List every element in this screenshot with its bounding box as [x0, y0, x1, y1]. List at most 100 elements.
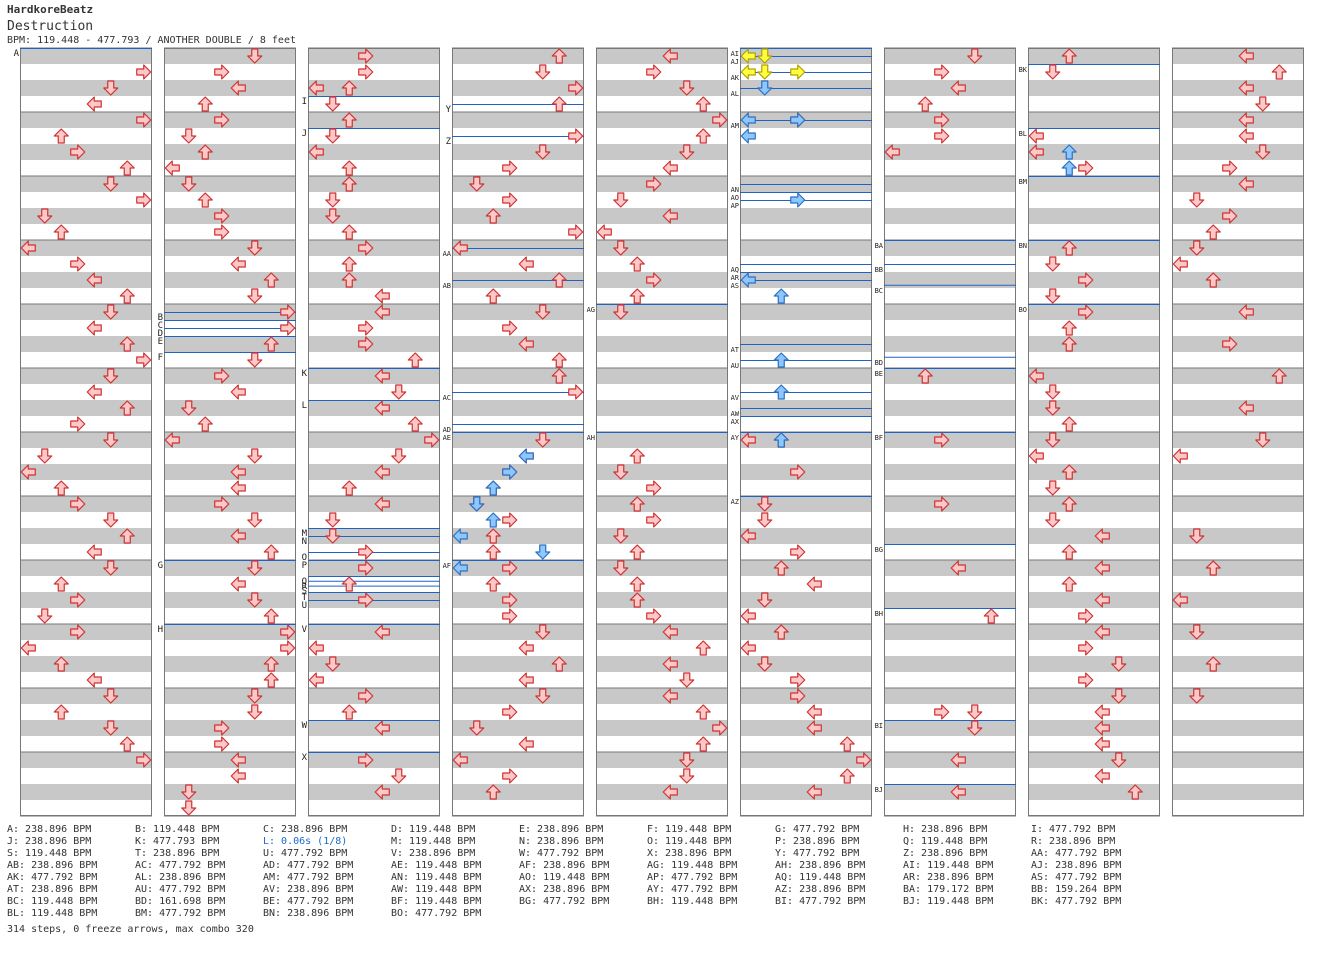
step-arrow	[1078, 608, 1094, 624]
beat-band	[308, 496, 440, 512]
bpm-legend-entry: BN: 238.896 BPM	[263, 908, 354, 919]
step-arrow	[518, 336, 534, 352]
bpm-marker-label: AP	[731, 202, 739, 210]
step-arrow	[358, 544, 374, 560]
beat-band	[1028, 752, 1160, 768]
step-arrow	[424, 432, 440, 448]
step-arrow	[181, 128, 197, 144]
step-arrow	[629, 592, 645, 608]
step-arrow	[70, 416, 86, 432]
bpm-marker-label: T	[302, 593, 308, 603]
step-arrow	[136, 752, 152, 768]
bpm-marker-label: Y	[446, 105, 452, 115]
step-arrow	[119, 528, 135, 544]
beat-band	[452, 48, 584, 64]
step-arrow	[341, 704, 357, 720]
step-arrow	[37, 608, 53, 624]
beat-band	[596, 688, 728, 704]
beat-band	[308, 464, 440, 480]
step-arrow	[790, 464, 806, 480]
step-arrow	[325, 656, 341, 672]
beat-band	[596, 464, 728, 480]
beat-band	[596, 80, 728, 96]
bpm-marker-label: AI	[731, 50, 739, 58]
beat-band	[452, 784, 584, 800]
step-arrow	[103, 80, 119, 96]
step-arrow	[695, 96, 711, 112]
step-arrow	[452, 752, 468, 768]
bpm-marker-label: AC	[443, 394, 451, 402]
step-arrow	[374, 400, 390, 416]
bpm-marker-label: M	[302, 529, 308, 539]
step-arrow	[20, 240, 36, 256]
bpm-legend-entry: Q: 119.448 BPM	[903, 836, 988, 847]
beat-band	[1172, 368, 1304, 384]
step-arrow	[934, 128, 950, 144]
step-arrow	[1078, 672, 1094, 688]
step-arrow	[934, 704, 950, 720]
step-arrow	[568, 384, 584, 400]
beat-band	[20, 720, 152, 736]
step-arrow	[374, 304, 390, 320]
step-arrow	[740, 112, 756, 128]
step-arrow	[950, 752, 966, 768]
beat-band	[164, 368, 296, 384]
beat-band	[20, 656, 152, 672]
step-arrow	[247, 704, 263, 720]
beat-band	[1172, 208, 1304, 224]
bpm-marker-label: B	[158, 313, 163, 323]
bpm-legend-entry: AL: 238.896 BPM	[135, 872, 226, 883]
beat-band	[596, 784, 728, 800]
step-arrow	[1028, 128, 1044, 144]
bpm-marker-label: AK	[731, 74, 740, 82]
bpm-legend-entry: AG: 119.448 BPM	[647, 860, 738, 871]
artist-name: HardkoreBeatz	[7, 3, 94, 16]
beat-band	[164, 112, 296, 128]
step-arrow	[341, 176, 357, 192]
step-arrow	[1238, 304, 1254, 320]
bpm-legend-entry: AZ: 238.896 BPM	[775, 884, 866, 895]
beat-band	[596, 560, 728, 576]
step-arrow	[119, 736, 135, 752]
step-arrow	[1205, 224, 1221, 240]
chart-column	[1172, 48, 1304, 816]
beat-band	[596, 624, 728, 640]
step-arrow	[197, 96, 213, 112]
beat-band	[20, 560, 152, 576]
step-arrow	[695, 704, 711, 720]
step-arrow	[662, 784, 678, 800]
step-arrow	[407, 416, 423, 432]
step-arrow	[568, 224, 584, 240]
bpm-marker-label: A	[14, 49, 20, 59]
beat-band	[1028, 720, 1160, 736]
beat-band	[1172, 112, 1304, 128]
bpm-marker-label: BM	[1019, 178, 1027, 186]
step-arrow	[1078, 640, 1094, 656]
beat-band	[164, 624, 296, 640]
bpm-legend-entry: AI: 119.448 BPM	[903, 860, 994, 871]
beat-band	[1172, 656, 1304, 672]
step-arrow	[1238, 80, 1254, 96]
beat-band	[164, 400, 296, 416]
beat-band	[596, 368, 728, 384]
bpm-marker-label: AG	[587, 306, 595, 314]
beat-band	[884, 784, 1016, 800]
bpm-marker-label: AB	[443, 282, 451, 290]
bpm-marker-label: AS	[731, 282, 739, 290]
beat-band	[1172, 720, 1304, 736]
step-arrow	[502, 160, 518, 176]
beat-band	[1172, 528, 1304, 544]
beat-band	[164, 144, 296, 160]
bpm-marker-label: AL	[731, 90, 739, 98]
bpm-legend-entry: AN: 119.448 BPM	[391, 872, 482, 883]
step-arrow	[535, 144, 551, 160]
beat-band	[20, 368, 152, 384]
beat-band	[164, 336, 296, 352]
step-arrow	[1045, 256, 1061, 272]
step-arrow	[469, 720, 485, 736]
step-arrow	[230, 752, 246, 768]
beat-band	[1028, 80, 1160, 96]
beat-band	[1172, 304, 1304, 320]
step-arrow	[485, 208, 501, 224]
step-arrow	[502, 768, 518, 784]
